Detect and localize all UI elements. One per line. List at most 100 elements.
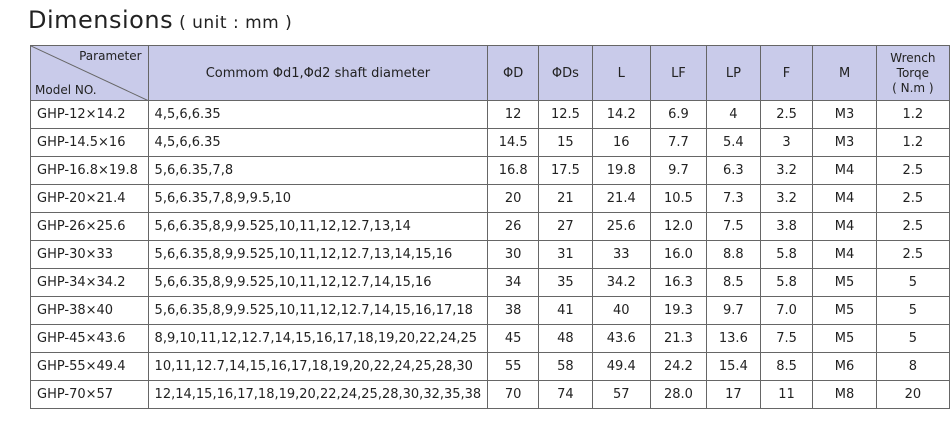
value-cell: 40 — [591, 296, 651, 325]
value-cell: 57 — [591, 380, 651, 409]
value-cell: 55 — [487, 352, 540, 381]
value-cell: 41 — [538, 296, 593, 325]
shaft-cell: 5,6,6.35,7,8,9,9.5,10 — [147, 184, 489, 213]
shaft-cell: 5,6,6.35,7,8 — [147, 156, 489, 185]
value-cell: M4 — [812, 212, 877, 241]
column-header: M — [812, 45, 877, 101]
value-cell: 16 — [591, 128, 651, 157]
value-cell: M5 — [812, 296, 877, 325]
value-cell: M8 — [812, 380, 877, 409]
model-cell: GHP-12×14.2 — [30, 100, 149, 129]
table-row: GHP-34×34.2 5,6,6.35,8,9,9.525,10,11,12,1… — [30, 268, 950, 297]
value-cell: 31 — [538, 240, 593, 269]
value-cell: 21 — [538, 184, 593, 213]
table-body: GHP-12×14.2 4,5,6,6.35 12 12.5 14.2 6.9 4 2.5 M3… — [30, 100, 950, 409]
value-cell: 1.2 — [875, 128, 950, 157]
value-cell: 16.0 — [649, 240, 708, 269]
model-cell: GHP-34×34.2 — [30, 268, 149, 297]
value-cell: 6.3 — [706, 156, 761, 185]
table-row: GHP-20×21.4 5,6,6.35,7,8,9,9.5,10 20 21 21.4… — [30, 184, 950, 213]
corner-top: Parameter — [79, 49, 142, 63]
value-cell: 43.6 — [591, 324, 651, 353]
value-cell: 21.3 — [649, 324, 708, 353]
model-cell: GHP-55×49.4 — [30, 352, 149, 381]
value-cell: 8.5 — [759, 352, 814, 381]
value-cell: 9.7 — [706, 296, 761, 325]
value-cell: 6.9 — [649, 100, 708, 129]
value-cell: 58 — [538, 352, 593, 381]
table-row: GHP-14.5×16 4,5,6,6.35 14.5 15 16 7.7 5.4 3 M3 1.… — [30, 128, 950, 157]
value-cell: 7.5 — [706, 212, 761, 241]
value-cell: 33 — [591, 240, 651, 269]
value-cell: 28.0 — [649, 380, 708, 409]
column-header: L — [591, 45, 651, 101]
shaft-cell: 12,14,15,16,17,18,19,20,22,24,25,28,30,3… — [147, 380, 489, 409]
value-cell: 12 — [487, 100, 540, 129]
model-cell: GHP-20×21.4 — [30, 184, 149, 213]
value-cell: 17 — [706, 380, 761, 409]
value-cell: 4 — [706, 100, 761, 129]
value-cell: 7.7 — [649, 128, 708, 157]
value-cell: 5.4 — [706, 128, 761, 157]
value-cell: 10.5 — [649, 184, 708, 213]
shaft-cell: 10,11,12.7,14,15,16,17,18,19,20,22,24,25… — [147, 352, 489, 381]
model-cell: GHP-30×33 — [30, 240, 149, 269]
column-header: LF — [649, 45, 708, 101]
value-cell: 45 — [487, 324, 540, 353]
column-header-line: Wrench — [890, 50, 936, 65]
value-cell: M3 — [812, 128, 877, 157]
title: Dimensions — [28, 6, 174, 34]
value-cell: 19.3 — [649, 296, 708, 325]
shaft-cell: 4,5,6,6.35 — [147, 100, 489, 129]
table-row: GHP-38×40 5,6,6.35,8,9,9.525,10,11,12,12.… — [30, 296, 950, 325]
column-header: Wrench Torqe( N.m ) — [875, 45, 950, 101]
value-cell: 5.8 — [759, 268, 814, 297]
value-cell: 5.8 — [759, 240, 814, 269]
value-cell: M6 — [812, 352, 877, 381]
value-cell: 2.5 — [875, 156, 950, 185]
shaft-cell: 4,5,6,6.35 — [147, 128, 489, 157]
value-cell: 12.5 — [538, 100, 593, 129]
model-cell: GHP-70×57 — [30, 380, 149, 409]
column-header: F — [759, 45, 814, 101]
table-row: GHP-26×25.6 5,6,6.35,8,9,9.525,10,11,12,1… — [30, 212, 950, 241]
model-cell: GHP-38×40 — [30, 296, 149, 325]
value-cell: 20 — [875, 380, 950, 409]
value-cell: 9.7 — [649, 156, 708, 185]
value-cell: 11 — [759, 380, 814, 409]
value-cell: 3 — [759, 128, 814, 157]
value-cell: 48 — [538, 324, 593, 353]
header-row: Parameter Model NO. Commom Φd1,Φd2 shaft… — [30, 45, 950, 101]
value-cell: M3 — [812, 100, 877, 129]
column-header: LP — [706, 45, 761, 101]
value-cell: 17.5 — [538, 156, 593, 185]
value-cell: 15 — [538, 128, 593, 157]
value-cell: 38 — [487, 296, 540, 325]
value-cell: 2.5 — [875, 240, 950, 269]
value-cell: 13.6 — [706, 324, 761, 353]
value-cell: 24.2 — [649, 352, 708, 381]
diagonal — [31, 46, 147, 100]
shaft-cell: 5,6,6.35,8,9,9.525,10,11,12,12.7,13,14,1… — [147, 240, 489, 269]
shaft-cell: 5,6,6.35,8,9,9.525,10,11,12,12.7,14,15,1… — [147, 296, 489, 325]
value-cell: M5 — [812, 268, 877, 297]
table-row: GHP-30×33 5,6,6.35,8,9,9.525,10,11,12,12.… — [30, 240, 950, 269]
title-block: Dimensions( unit : mm ) — [28, 6, 292, 34]
value-cell: 14.5 — [487, 128, 540, 157]
model-cell: GHP-45×43.6 — [30, 324, 149, 353]
value-cell: 35 — [538, 268, 593, 297]
shaft-cell: 8,9,10,11,12,12.7,14,15,16,17,18,19,20,2… — [147, 324, 489, 353]
value-cell: M4 — [812, 240, 877, 269]
value-cell: 34 — [487, 268, 540, 297]
table-row: GHP-45×43.6 8,9,10,11,12,12.7,14,15,16,17… — [30, 324, 950, 353]
value-cell: 14.2 — [591, 100, 651, 129]
value-cell: 34.2 — [591, 268, 651, 297]
value-cell: 7.0 — [759, 296, 814, 325]
value-cell: 8 — [875, 352, 950, 381]
value-cell: 19.8 — [591, 156, 651, 185]
value-cell: 5 — [875, 268, 950, 297]
value-cell: 25.6 — [591, 212, 651, 241]
value-cell: 7.5 — [759, 324, 814, 353]
table-row: GHP-55×49.4 10,11,12.7,14,15,16,17,18,19,… — [30, 352, 950, 381]
